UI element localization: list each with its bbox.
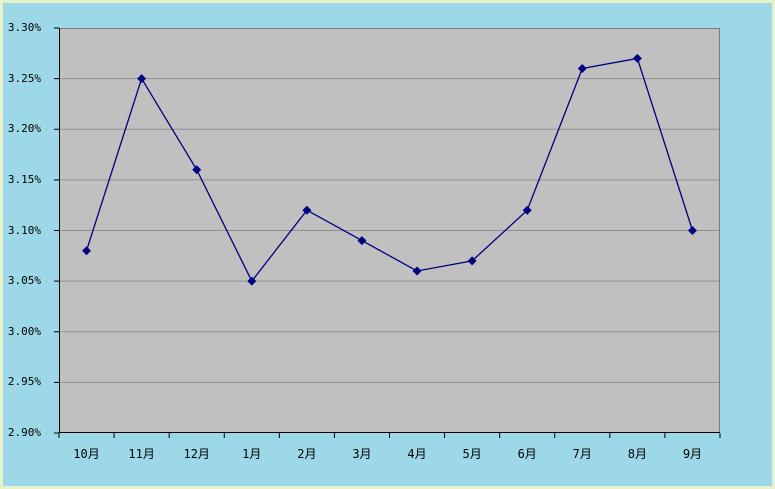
y-axis-tick-label: 2.90% <box>7 426 41 439</box>
line-chart-svg <box>59 28 720 433</box>
data-point-marker <box>467 256 477 266</box>
data-point-marker <box>577 64 587 73</box>
y-axis-tick-label: 3.05% <box>7 274 41 288</box>
x-axis-category-label: 10月 <box>73 447 100 461</box>
data-point-marker <box>357 236 367 246</box>
x-axis-category-label: 2月 <box>297 447 317 461</box>
data-line <box>85 57 694 283</box>
chart-area: 3.30% 3.25% 3.20% 3.15% 3.10% 3.05% 3.00% 2.95%… <box>3 3 772 486</box>
y-axis-tick-label: 3.25% <box>7 71 41 85</box>
data-point-marker <box>632 53 642 63</box>
x-axis-category-label: 6月 <box>517 447 537 461</box>
plot-area <box>59 28 720 433</box>
x-axis-category-label: 11月 <box>128 447 155 461</box>
y-axis-tick-label: 3.20% <box>7 122 41 136</box>
x-axis-category-label: 5月 <box>462 447 482 461</box>
x-axis-category-label: 8月 <box>627 447 647 461</box>
data-point-marker <box>137 74 147 84</box>
y-axis-tick-label: 2.95% <box>7 375 41 389</box>
y-axis-tick-label: 3.15% <box>7 172 41 186</box>
x-axis-category-label: 7月 <box>572 447 592 461</box>
data-point-marker <box>412 266 422 276</box>
data-point-marker <box>192 165 202 175</box>
data-point-marker <box>247 276 257 286</box>
x-axis-category-label: 12月 <box>183 447 210 461</box>
data-point-marker <box>687 226 697 235</box>
x-axis-category-label: 9月 <box>682 447 703 461</box>
y-axis-tick-label: 3.00% <box>7 324 41 338</box>
y-axis-tick-label: 3.30% <box>7 21 41 34</box>
x-axis-category-label: 1月 <box>242 447 262 461</box>
x-axis-category-label: 4月 <box>407 447 427 461</box>
x-axis-category-label: 3月 <box>352 447 372 461</box>
y-axis-tick-label: 3.10% <box>7 223 41 237</box>
data-point-marker <box>522 205 532 215</box>
data-point-marker <box>82 246 92 256</box>
data-point-marker <box>302 205 312 215</box>
